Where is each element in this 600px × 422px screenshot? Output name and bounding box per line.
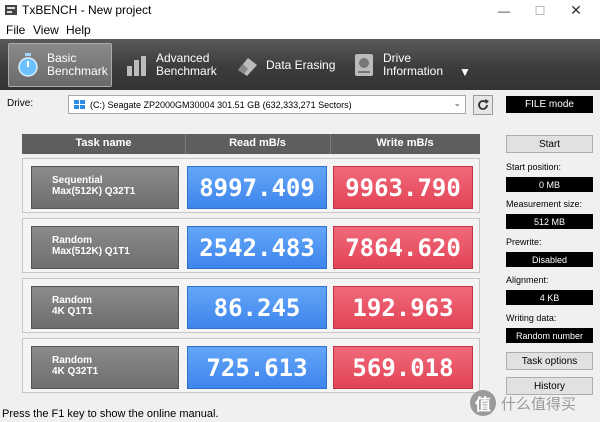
mode-indicator: FILE mode — [506, 96, 593, 113]
header-read: Read mB/s — [229, 137, 286, 149]
start-position-value[interactable]: 0 MB — [506, 177, 593, 192]
status-bar: Press the F1 key to show the online manu… — [0, 406, 600, 422]
watermark-logo: 值 — [470, 390, 496, 416]
window-title: TxBENCH - New project — [22, 3, 152, 17]
tab-advanced-line1: Advanced — [156, 51, 210, 65]
chevron-down-icon: ⌄ — [453, 98, 461, 108]
results-table-header: Task name Read mB/s Write mB/s — [22, 134, 480, 154]
measurement-size-label: Measurement size: — [506, 199, 583, 209]
tab-basic-line1: Basic — [47, 51, 77, 65]
toolbar: Basic Benchmark Advanced Benchmark Data Er… — [0, 39, 600, 90]
bar-chart-icon — [124, 52, 150, 78]
tab-drive-information[interactable]: Drive Information — [345, 43, 451, 87]
history-button[interactable]: History — [506, 377, 593, 395]
alignment-label: Alignment: — [506, 275, 549, 285]
toolbar-dropdown-icon[interactable]: ▼ — [459, 65, 471, 79]
header-divider — [330, 134, 331, 154]
task-button[interactable]: Sequential Max(512K) Q32T1 — [31, 166, 179, 209]
tab-basic-benchmark[interactable]: Basic Benchmark — [8, 43, 112, 87]
refresh-button[interactable] — [473, 95, 493, 115]
refresh-icon — [478, 99, 489, 110]
prewrite-label: Prewrite: — [506, 237, 542, 247]
title-bar: TxBENCH - New project — ☐ ✕ — [0, 0, 600, 21]
task-name-line2: Max(512K) Q1T1 — [52, 246, 130, 257]
table-row: Sequential Max(512K) Q32T1 8997.409 9963… — [22, 158, 480, 213]
menu-view[interactable]: View — [33, 23, 59, 37]
tab-drive-line1: Drive — [383, 51, 412, 65]
table-row: Random Max(512K) Q1T1 2542.483 7864.620 — [22, 218, 480, 273]
write-result: 9963.790 — [333, 166, 473, 209]
task-button[interactable]: Random 4K Q32T1 — [31, 346, 179, 389]
eraser-icon — [234, 52, 260, 78]
writing-data-value[interactable]: Random number — [506, 328, 593, 343]
drive-icon — [351, 52, 377, 78]
task-button[interactable]: Random 4K Q1T1 — [31, 286, 179, 329]
close-button[interactable]: ✕ — [570, 2, 582, 18]
write-result: 7864.620 — [333, 226, 473, 269]
header-write: Write mB/s — [376, 137, 434, 149]
prewrite-value[interactable]: Disabled — [506, 252, 593, 267]
header-task-name: Task name — [75, 137, 132, 149]
tab-data-erasing[interactable]: Data Erasing — [228, 43, 338, 87]
task-options-button[interactable]: Task options — [506, 352, 593, 370]
watermark: 值 什么值得买 — [470, 388, 576, 418]
drive-select[interactable]: (C:) Seagate ZP2000GM30004 301.51 GB (63… — [68, 95, 466, 114]
writing-data-label: Writing data: — [506, 313, 557, 323]
menu-help[interactable]: Help — [66, 23, 91, 37]
task-name-line1: Random — [52, 235, 92, 246]
drive-select-value: (C:) Seagate ZP2000GM30004 301.51 GB (63… — [90, 99, 352, 110]
header-divider — [185, 134, 186, 154]
tab-basic-line2: Benchmark — [47, 64, 108, 78]
start-position-label: Start position: — [506, 162, 562, 172]
task-name-line2: 4K Q1T1 — [52, 306, 93, 317]
table-row: Random 4K Q1T1 86.245 192.963 — [22, 278, 480, 333]
task-name-line1: Random — [52, 355, 92, 366]
measurement-size-value[interactable]: 512 MB — [506, 214, 593, 229]
watermark-text: 什么值得买 — [501, 395, 577, 413]
table-row: Random 4K Q32T1 725.613 569.018 — [22, 338, 480, 393]
maximize-button[interactable]: ☐ — [534, 3, 546, 18]
status-text: Press the F1 key to show the online manu… — [2, 408, 219, 420]
drive-label: Drive: — [7, 98, 34, 109]
app-icon — [5, 5, 17, 15]
task-name-line2: 4K Q32T1 — [52, 366, 99, 377]
minimize-button[interactable]: — — [498, 3, 510, 18]
task-name-line1: Sequential — [52, 175, 103, 186]
tab-drive-line2: Information — [383, 64, 444, 78]
stopwatch-icon — [15, 52, 41, 78]
write-result: 192.963 — [333, 286, 473, 329]
task-button[interactable]: Random Max(512K) Q1T1 — [31, 226, 179, 269]
write-result: 569.018 — [333, 346, 473, 389]
tab-erasing-line1: Data Erasing — [266, 57, 336, 72]
menu-file[interactable]: File — [6, 23, 26, 37]
task-name-line2: Max(512K) Q32T1 — [52, 186, 136, 197]
task-name-line1: Random — [52, 295, 92, 306]
read-result: 2542.483 — [187, 226, 327, 269]
menu-bar: File View Help — [0, 21, 600, 39]
read-result: 8997.409 — [187, 166, 327, 209]
windows-drive-icon — [74, 99, 85, 109]
tab-advanced-line2: Benchmark — [156, 64, 217, 78]
read-result: 86.245 — [187, 286, 327, 329]
alignment-value[interactable]: 4 KB — [506, 290, 593, 305]
tab-advanced-benchmark[interactable]: Advanced Benchmark — [118, 43, 224, 87]
read-result: 725.613 — [187, 346, 327, 389]
start-button[interactable]: Start — [506, 135, 593, 153]
